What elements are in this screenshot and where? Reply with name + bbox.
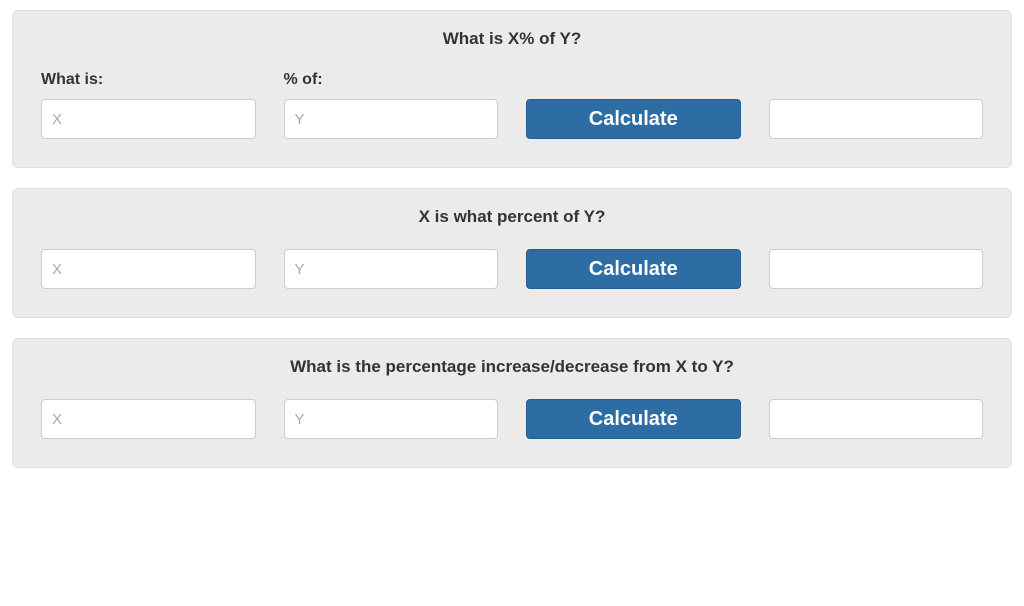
percent-of-panel: What is X% of Y? What is: % of: Calculat… <box>12 10 1012 168</box>
what-percent-y-col <box>284 249 499 289</box>
what-percent-panel: X is what percent of Y? Calculate <box>12 188 1012 318</box>
percent-of-button-col: Calculate <box>526 99 741 139</box>
what-percent-title: X is what percent of Y? <box>41 207 983 227</box>
percent-change-button-col: Calculate <box>526 399 741 439</box>
percent-change-x-input[interactable] <box>41 399 256 439</box>
percent-change-panel: What is the percentage increase/decrease… <box>12 338 1012 468</box>
what-percent-button-col: Calculate <box>526 249 741 289</box>
percent-of-result-output[interactable] <box>769 99 984 139</box>
percent-of-y-input[interactable] <box>284 99 499 139</box>
percent-of-row: What is: % of: Calculate <box>41 71 983 139</box>
what-percent-result-col <box>769 249 984 289</box>
what-percent-result-output[interactable] <box>769 249 984 289</box>
percent-of-y-label: % of: <box>284 71 499 91</box>
percent-change-result-col <box>769 399 984 439</box>
percent-change-row: Calculate <box>41 399 983 439</box>
percent-of-x-col: What is: <box>41 71 256 139</box>
percent-of-title: What is X% of Y? <box>41 29 983 49</box>
percent-of-result-col <box>769 99 984 139</box>
percent-change-title: What is the percentage increase/decrease… <box>41 357 983 377</box>
percent-of-x-label: What is: <box>41 71 256 91</box>
percent-change-x-col <box>41 399 256 439</box>
percent-of-x-input[interactable] <box>41 99 256 139</box>
calculator-container: What is X% of Y? What is: % of: Calculat… <box>0 0 1024 498</box>
what-percent-calculate-button[interactable]: Calculate <box>526 249 741 289</box>
what-percent-row: Calculate <box>41 249 983 289</box>
percent-change-result-output[interactable] <box>769 399 984 439</box>
what-percent-y-input[interactable] <box>284 249 499 289</box>
percent-of-y-col: % of: <box>284 71 499 139</box>
what-percent-x-col <box>41 249 256 289</box>
percent-change-y-col <box>284 399 499 439</box>
percent-change-calculate-button[interactable]: Calculate <box>526 399 741 439</box>
what-percent-x-input[interactable] <box>41 249 256 289</box>
percent-change-y-input[interactable] <box>284 399 499 439</box>
percent-of-calculate-button[interactable]: Calculate <box>526 99 741 139</box>
